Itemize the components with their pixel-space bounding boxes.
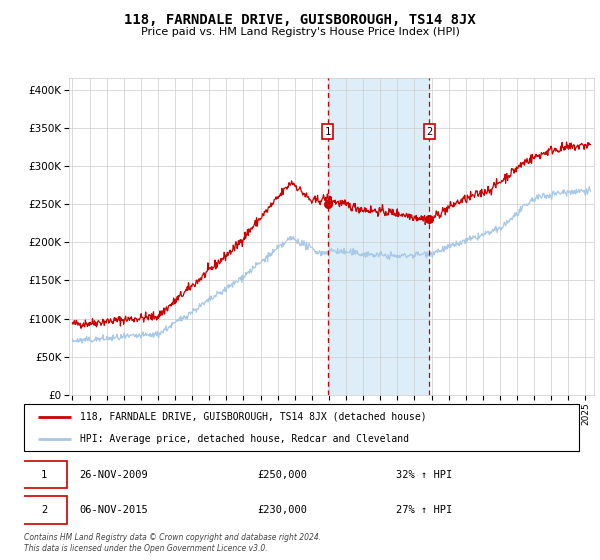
Text: £230,000: £230,000 [257,505,307,515]
Text: 1: 1 [41,470,47,479]
Bar [328,78,430,395]
Text: 27% ↑ HPI: 27% ↑ HPI [396,505,452,515]
Text: 06-NOV-2015: 06-NOV-2015 [79,505,148,515]
Text: 2: 2 [41,505,47,515]
Text: HPI: Average price, detached house, Redcar and Cleveland: HPI: Average price, detached house, Redc… [79,434,409,444]
Text: Price paid vs. HM Land Registry's House Price Index (HPI): Price paid vs. HM Land Registry's House … [140,27,460,37]
FancyBboxPatch shape [21,496,67,524]
Text: £250,000: £250,000 [257,470,307,479]
Text: 118, FARNDALE DRIVE, GUISBOROUGH, TS14 8JX (detached house): 118, FARNDALE DRIVE, GUISBOROUGH, TS14 8… [79,412,426,422]
Text: 26-NOV-2009: 26-NOV-2009 [79,470,148,479]
Text: 2: 2 [427,127,433,137]
FancyBboxPatch shape [24,404,579,451]
Text: 118, FARNDALE DRIVE, GUISBOROUGH, TS14 8JX: 118, FARNDALE DRIVE, GUISBOROUGH, TS14 8… [124,13,476,27]
Text: 32% ↑ HPI: 32% ↑ HPI [396,470,452,479]
FancyBboxPatch shape [21,461,67,488]
Text: 1: 1 [325,127,331,137]
Text: Contains HM Land Registry data © Crown copyright and database right 2024.
This d: Contains HM Land Registry data © Crown c… [24,533,321,553]
